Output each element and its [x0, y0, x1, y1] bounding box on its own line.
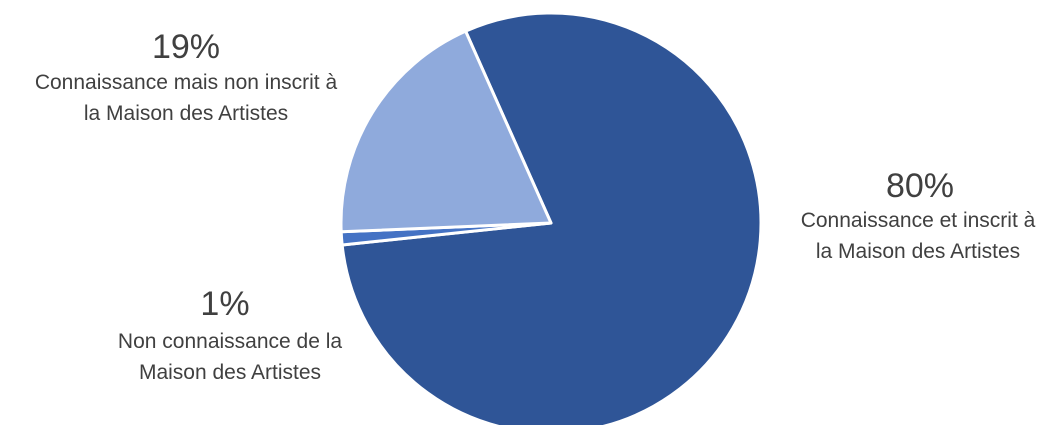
slice-percent-label: 80% [885, 167, 955, 205]
slice-category-label-line: Connaissance et inscrit à [800, 209, 1036, 232]
slice-category-label-line: la Maison des Artistes [83, 102, 289, 125]
slice-category-label: Connaissance et inscrit à la Maison des … [768, 205, 1058, 267]
slice-category-label-line: Non connaissance de la [117, 330, 343, 353]
slice-percent-label: 1% [200, 285, 250, 323]
slice-category-label-line: Maison des Artistes [138, 361, 322, 384]
slice-category-label-line: la Maison des Artistes [815, 240, 1021, 263]
slice-category-label: Non connaissance de la Maison des Artist… [80, 326, 380, 388]
slice-category-label-line: Connaissance mais non inscrit à [34, 71, 338, 94]
slice-percent-label: 19% [151, 28, 221, 66]
slice-category-label: Connaissance mais non inscrit à la Maiso… [16, 67, 356, 129]
pie-slice [340, 11, 763, 425]
pie-slice [339, 29, 553, 234]
